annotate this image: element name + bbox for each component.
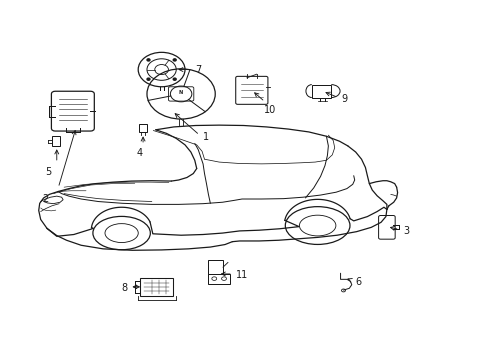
Bar bbox=[52, 135, 60, 146]
Bar bbox=[139, 124, 147, 132]
Text: 6: 6 bbox=[355, 277, 361, 287]
Bar bbox=[311, 85, 330, 98]
Circle shape bbox=[147, 59, 150, 61]
Circle shape bbox=[147, 78, 150, 80]
Bar bbox=[208, 274, 229, 284]
Text: 10: 10 bbox=[264, 105, 276, 116]
Text: 7: 7 bbox=[194, 65, 201, 75]
Text: 1: 1 bbox=[203, 132, 209, 142]
Text: 9: 9 bbox=[340, 94, 346, 104]
Circle shape bbox=[173, 59, 176, 61]
Bar bbox=[208, 260, 223, 274]
Text: 8: 8 bbox=[121, 283, 127, 293]
Text: 5: 5 bbox=[45, 167, 52, 177]
Circle shape bbox=[173, 78, 176, 80]
Text: 4: 4 bbox=[136, 148, 142, 158]
Text: 2: 2 bbox=[42, 194, 49, 204]
Text: 11: 11 bbox=[235, 270, 247, 280]
Text: N: N bbox=[179, 90, 183, 95]
Text: 3: 3 bbox=[403, 226, 409, 236]
